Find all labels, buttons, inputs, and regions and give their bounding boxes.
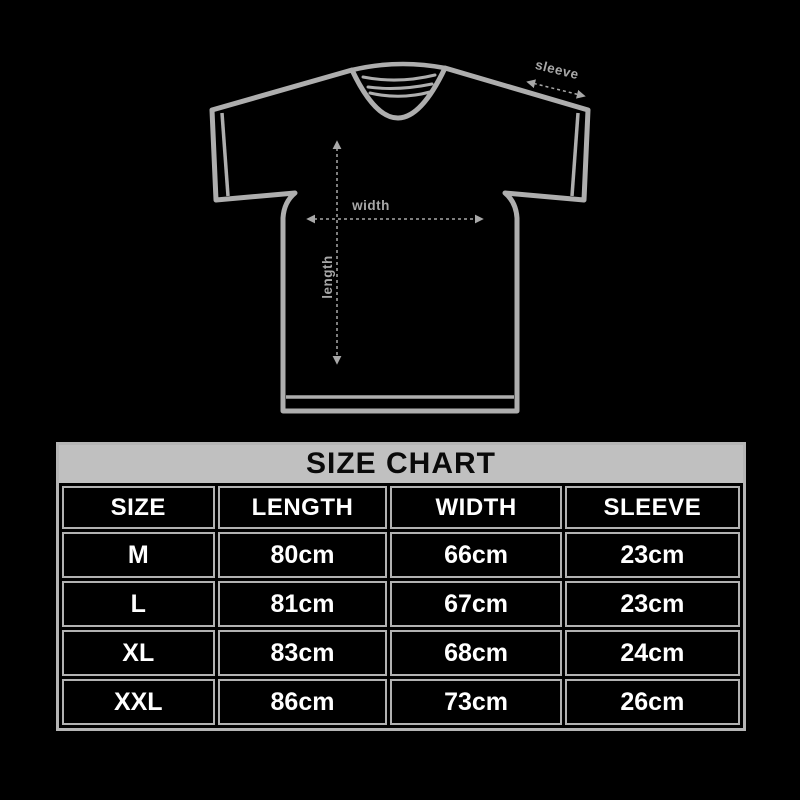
length-label: length (320, 255, 335, 299)
collar-rib-line-2 (366, 82, 434, 90)
sleeve-cell: 24cm (564, 630, 740, 676)
sleeve-cell: 23cm (564, 581, 740, 627)
collar-rib-line-3 (368, 90, 432, 98)
size-cell: M (62, 532, 215, 578)
table-row-m: M 80cm 66cm 23cm (62, 532, 740, 578)
table-row-l: L 81cm 67cm 23cm (62, 581, 740, 627)
size-chart-table: SIZE LENGTH WIDTH SLEEVE M 80cm 66cm 23c… (59, 483, 743, 728)
collar-rib-line-1 (361, 73, 437, 82)
column-header-size: SIZE (62, 486, 215, 529)
sleeve-label: sleeve (534, 57, 581, 82)
tshirt-outline-icon (209, 65, 591, 414)
collar-top-arc (349, 61, 448, 73)
width-cell: 73cm (390, 679, 562, 725)
width-cell: 66cm (390, 532, 562, 578)
table-row-xxl: XXL 86cm 73cm 26cm (62, 679, 740, 725)
length-cell: 86cm (217, 679, 388, 725)
size-chart-panel: SIZE CHART SIZE LENGTH WIDTH SLEEVE M 80… (56, 442, 746, 731)
width-cell: 68cm (390, 630, 562, 676)
column-header-width: WIDTH (390, 486, 562, 529)
size-chart-title: SIZE CHART (59, 445, 743, 483)
length-cell: 83cm (217, 630, 388, 676)
header-row: SIZE LENGTH WIDTH SLEEVE (62, 486, 740, 529)
size-cell: L (62, 581, 215, 627)
size-cell: XXL (62, 679, 215, 725)
sleeve-arrow (526, 79, 586, 99)
length-cell: 80cm (217, 532, 388, 578)
left-sleeve-cuff-seam (220, 112, 230, 197)
right-sleeve-cuff-seam (570, 112, 580, 197)
table-row-xl: XL 83cm 68cm 24cm (62, 630, 740, 676)
column-header-length: LENGTH (217, 486, 388, 529)
sleeve-cell: 26cm (564, 679, 740, 725)
width-cell: 67cm (390, 581, 562, 627)
length-cell: 81cm (217, 581, 388, 627)
column-header-sleeve: SLEEVE (564, 486, 740, 529)
size-cell: XL (62, 630, 215, 676)
sleeve-cell: 23cm (564, 532, 740, 578)
tshirt-measurement-diagram: width length sleeve (209, 57, 591, 414)
width-label: width (351, 198, 390, 213)
